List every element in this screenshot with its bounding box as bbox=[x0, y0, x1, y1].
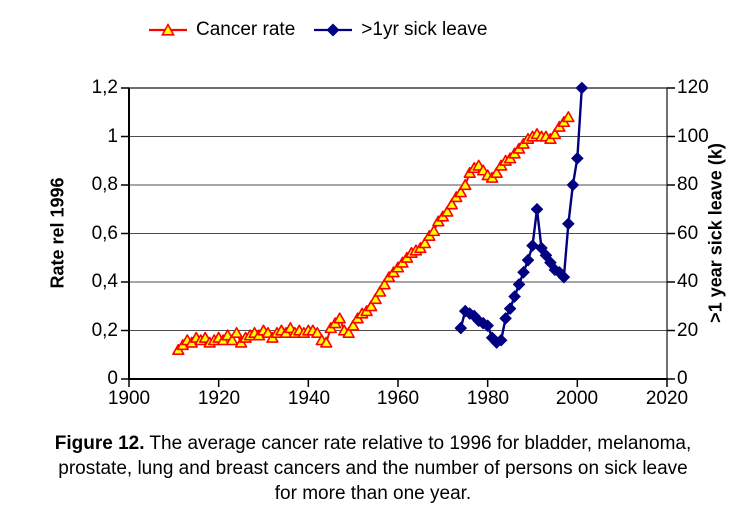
x-axis-tick-label: 1940 bbox=[287, 388, 331, 409]
y-right-tick-label: 80 bbox=[677, 174, 699, 195]
y-right-tick-label: 40 bbox=[677, 271, 699, 292]
x-axis-tick-label: 2000 bbox=[555, 388, 599, 409]
legend-item-cancer-rate: Cancer rate bbox=[148, 18, 295, 42]
y-left-tick-label: 0,8 bbox=[91, 174, 118, 195]
y-left-tick-label: 1 bbox=[107, 125, 118, 147]
y-right-tick-label: 60 bbox=[677, 222, 699, 244]
figure-caption-text: The average cancer rate relative to 1996… bbox=[58, 433, 692, 504]
y-left-tick-label: 0,4 bbox=[91, 271, 118, 292]
y-left-tick-label: 0 bbox=[107, 368, 118, 389]
legend-label-sick-leave: >1yr sick leave bbox=[361, 19, 488, 40]
cancer-rate-series-icon bbox=[149, 22, 187, 36]
y-right-tick-label: 20 bbox=[677, 319, 699, 341]
legend-label-cancer-rate: Cancer rate bbox=[196, 19, 296, 40]
y-left-tick-label: 1,2 bbox=[91, 77, 118, 98]
x-axis-tick-label: 1900 bbox=[107, 388, 151, 409]
sick-leave-series-icon bbox=[314, 23, 353, 37]
y-right-tick-label: 0 bbox=[677, 368, 688, 389]
x-axis-tick-label: 1980 bbox=[466, 388, 510, 409]
legend: Cancer rate >1yr sick leave bbox=[148, 18, 487, 42]
figure-caption: Figure 12. The average cancer rate relat… bbox=[53, 431, 693, 506]
y-left-tick-label: 0,2 bbox=[91, 319, 118, 341]
figure-caption-label: Figure 12. bbox=[54, 433, 145, 454]
x-axis-tick-label: 1920 bbox=[197, 388, 241, 409]
y-left-tick-label: 0,6 bbox=[91, 222, 118, 244]
y-right-tick-label: 120 bbox=[677, 77, 709, 98]
legend-item-sick-leave: >1yr sick leave bbox=[313, 18, 487, 42]
x-axis-tick-label: 2020 bbox=[645, 388, 689, 409]
y-right-tick-label: 100 bbox=[677, 125, 709, 147]
x-axis-tick-label: 1960 bbox=[376, 388, 420, 409]
